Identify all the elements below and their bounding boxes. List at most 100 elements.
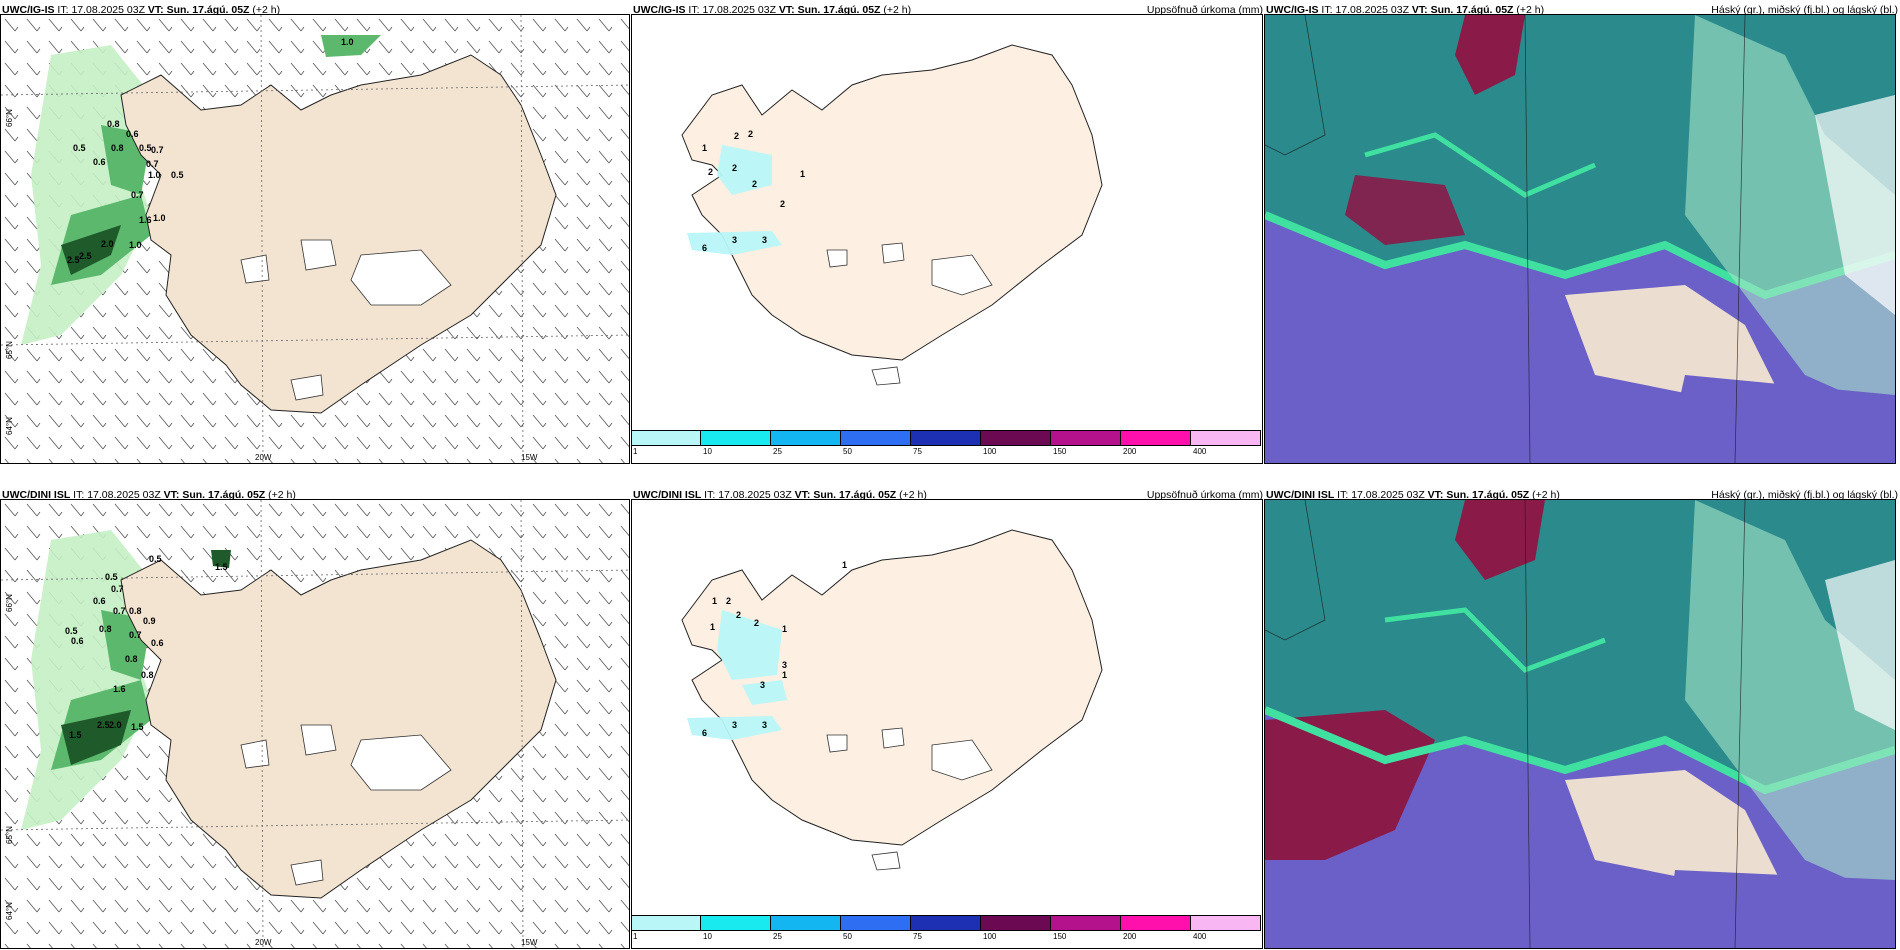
panel-cloud-bottom: UWC/DINI ISL IT: 17.08.2025 03Z VT: Sun.… [1264,485,1900,950]
contour-label: 0.6 [93,596,106,606]
contour-label: 0.6 [71,636,84,646]
contour-label: 2 [752,179,758,189]
colorbar-tick-label: 75 [913,932,922,941]
contour-label: 3 [762,720,768,730]
contour-label: 2.5 [67,255,80,265]
colorbar-tick-label: 100 [983,447,997,456]
colorbar-swatch [701,915,771,931]
contour-label: 1.6 [113,684,126,694]
model-name: UWC/IG-IS [2,4,55,16]
model-name: UWC/IG-IS [633,4,686,16]
map-frame[interactable] [1264,14,1896,464]
contour-label: 1.5 [215,562,228,572]
contour-label: 0.8 [99,624,112,634]
model-name: UWC/DINI ISL [1266,489,1335,501]
map-frame[interactable]: 0.5 0.8 0.6 0.8 0.7 0.5 0.7 0.6 1.0 0.5 … [0,14,630,464]
contour-label: 2 [732,163,738,173]
colorbar-tick-label: 150 [1053,932,1067,941]
contour-label: 1 [842,560,848,570]
lead-time: (+2 h) [252,4,281,16]
contour-label: 6 [702,243,708,253]
lon-label: 20W [255,453,272,462]
valid-time: Sun. 17.ágú. 05Z [797,4,881,16]
contour-label: 1.5 [69,730,82,740]
colorbar-swatch [771,430,841,446]
field-title: Uppsöfnuð úrkoma (mm) [1146,4,1263,16]
contour-label: 3 [760,680,766,690]
contour-label: 0.8 [125,654,138,664]
lead-time: (+2 h) [883,4,912,16]
colorbar-swatch [911,915,981,931]
contour-label: 3 [732,720,738,730]
contour-label: 2 [708,167,714,177]
valid-time: Sun. 17.ágú. 05Z [166,4,250,16]
lat-label: 64°N [5,417,14,435]
contour-label: 1.0 [153,213,166,223]
colorbar-outline [631,430,1261,446]
contour-label: 1 [800,169,806,179]
contour-label: 2 [748,129,754,139]
colorbar: 1 10 25 50 75 100 150 200 400 [631,430,1261,458]
contour-label: 2 [780,199,786,209]
contour-label: 2 [754,618,760,628]
colorbar-swatch [841,430,911,446]
cloud-map [1265,500,1895,948]
contour-label: 0.7 [146,159,159,169]
lon-label: 15W [521,938,538,947]
contour-label: 0.8 [141,670,154,680]
map-frame[interactable] [1264,499,1896,949]
colorbar-swatch [981,430,1051,446]
colorbar-swatch [1051,430,1121,446]
wind-map [1,500,629,948]
map-frame[interactable]: 2 2 1 2 2 2 1 2 3 3 6 [631,14,1263,464]
iceland-land [681,44,1103,361]
contour-label: 1.5 [131,722,144,732]
colorbar-outline [631,915,1261,931]
colorbar-tick-label: 1 [633,932,638,941]
green-band [21,45,151,345]
contour-label: 1.0 [341,37,354,47]
valid-time: Sun. 17.ágú. 05Z [1430,4,1514,16]
lead-time: (+2 h) [268,489,296,501]
contour-label: 0.6 [151,638,164,648]
contour-label: 3 [782,660,788,670]
panel-precip-bottom: UWC/DINI ISL IT: 17.08.2025 03Z VT: Sun.… [631,485,1265,950]
contour-label: 1 [710,622,716,632]
contour-label: 2 [734,131,740,141]
contour-label: 3 [732,235,738,245]
colorbar-swatch [1121,430,1191,446]
contour-label: 1 [782,624,788,634]
contour-label: 0.9 [143,616,156,626]
lat-label: 66°N [5,109,14,127]
map-frame[interactable]: 0.5 1.5 0.5 0.7 0.6 0.7 0.8 0.9 0.8 0.5 … [0,499,630,949]
colorbar-swatch [771,915,841,931]
colorbar-tick-label: 10 [703,447,712,456]
contour-label: 2.5 [79,251,92,261]
colorbar-tick-label: 200 [1123,932,1137,941]
contour-label: 0.7 [151,145,164,155]
lon-label: 15W [521,453,538,462]
wind-map [1,15,629,463]
contour-label: 0.7 [129,630,142,640]
model-name: UWC/IG-IS [1266,4,1319,16]
cloud-map [1265,15,1895,463]
init-time: 17.08.2025 03Z [71,4,145,16]
colorbar-swatch [1121,915,1191,931]
valid-time: Sun. 17.ágú. 05Z [1446,489,1530,501]
panel-wind-bottom: UWC/DINI ISL IT: 17.08.2025 03Z VT: Sun.… [0,485,630,950]
lead-time: (+2 h) [1516,4,1545,16]
colorbar-tick-label: 10 [703,932,712,941]
lat-label: 65°N [5,341,14,359]
contour-label: 1.0 [129,240,142,250]
valid-time: Sun. 17.ágú. 05Z [813,489,897,501]
contour-label: 0.7 [131,190,144,200]
contour-label: 1 [712,596,718,606]
init-time: 17.08.2025 03Z [718,489,792,501]
contour-label: 1.6 [139,215,152,225]
panel-header: UWC/IG-IS IT: 17.08.2025 03Z VT: Sun. 17… [2,4,281,16]
colorbar-swatch [1051,915,1121,931]
contour-label: 0.5 [65,626,78,636]
map-frame[interactable]: 1 1 2 1 2 2 1 1 3 3 3 3 6 [631,499,1263,949]
contour-label: 0.6 [93,157,106,167]
lead-time: (+2 h) [899,489,927,501]
